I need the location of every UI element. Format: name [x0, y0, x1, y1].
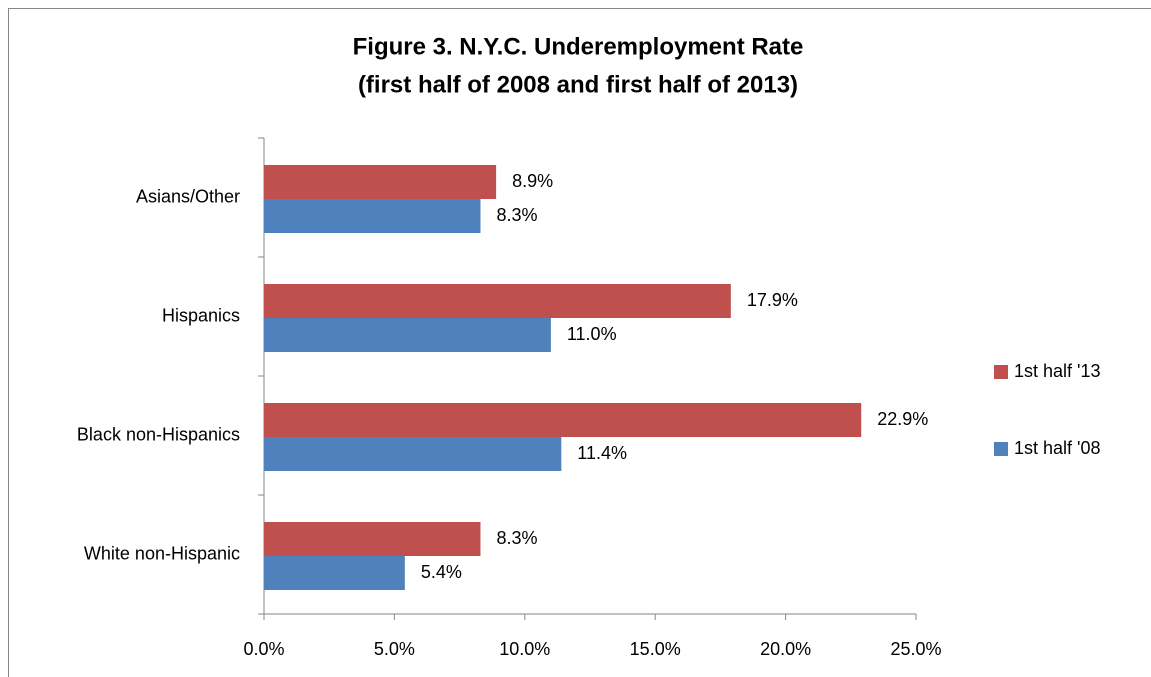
- x-tick-label: 10.0%: [499, 639, 550, 659]
- legend-label: 1st half '13: [1014, 361, 1101, 381]
- x-tick-label: 5.0%: [374, 639, 415, 659]
- chart-border: [8, 8, 1151, 677]
- data-label: 22.9%: [877, 409, 928, 429]
- bar: [264, 284, 731, 318]
- data-label: 11.4%: [577, 443, 627, 463]
- bar: [264, 318, 551, 352]
- y-tick-label: Black non-Hispanics: [77, 424, 240, 444]
- bar: [264, 437, 562, 471]
- bar: [264, 556, 405, 590]
- x-tick-label: 20.0%: [760, 639, 811, 659]
- x-tick-label: 15.0%: [630, 639, 681, 659]
- bar: [264, 403, 862, 437]
- data-label: 5.4%: [421, 562, 462, 582]
- bar: [264, 199, 481, 233]
- x-tick-label: 25.0%: [890, 639, 941, 659]
- legend-swatch: [994, 365, 1008, 379]
- chart-title: Figure 3. N.Y.C. Underemployment Rate: [353, 33, 804, 60]
- data-label: 8.3%: [496, 528, 537, 548]
- y-tick-label: Hispanics: [162, 305, 240, 325]
- chart-title: (first half of 2008 and first half of 20…: [358, 71, 798, 98]
- data-label: 8.9%: [512, 171, 553, 191]
- legend-swatch: [994, 442, 1008, 456]
- bar: [264, 165, 497, 199]
- y-tick-label: Asians/Other: [136, 186, 240, 206]
- bar: [264, 522, 481, 556]
- y-tick-label: White non-Hispanic: [84, 543, 240, 563]
- legend-label: 1st half '08: [1014, 438, 1101, 458]
- data-label: 11.0%: [567, 324, 617, 344]
- x-tick-label: 0.0%: [243, 639, 284, 659]
- data-label: 8.3%: [496, 205, 537, 225]
- data-label: 17.9%: [747, 290, 798, 310]
